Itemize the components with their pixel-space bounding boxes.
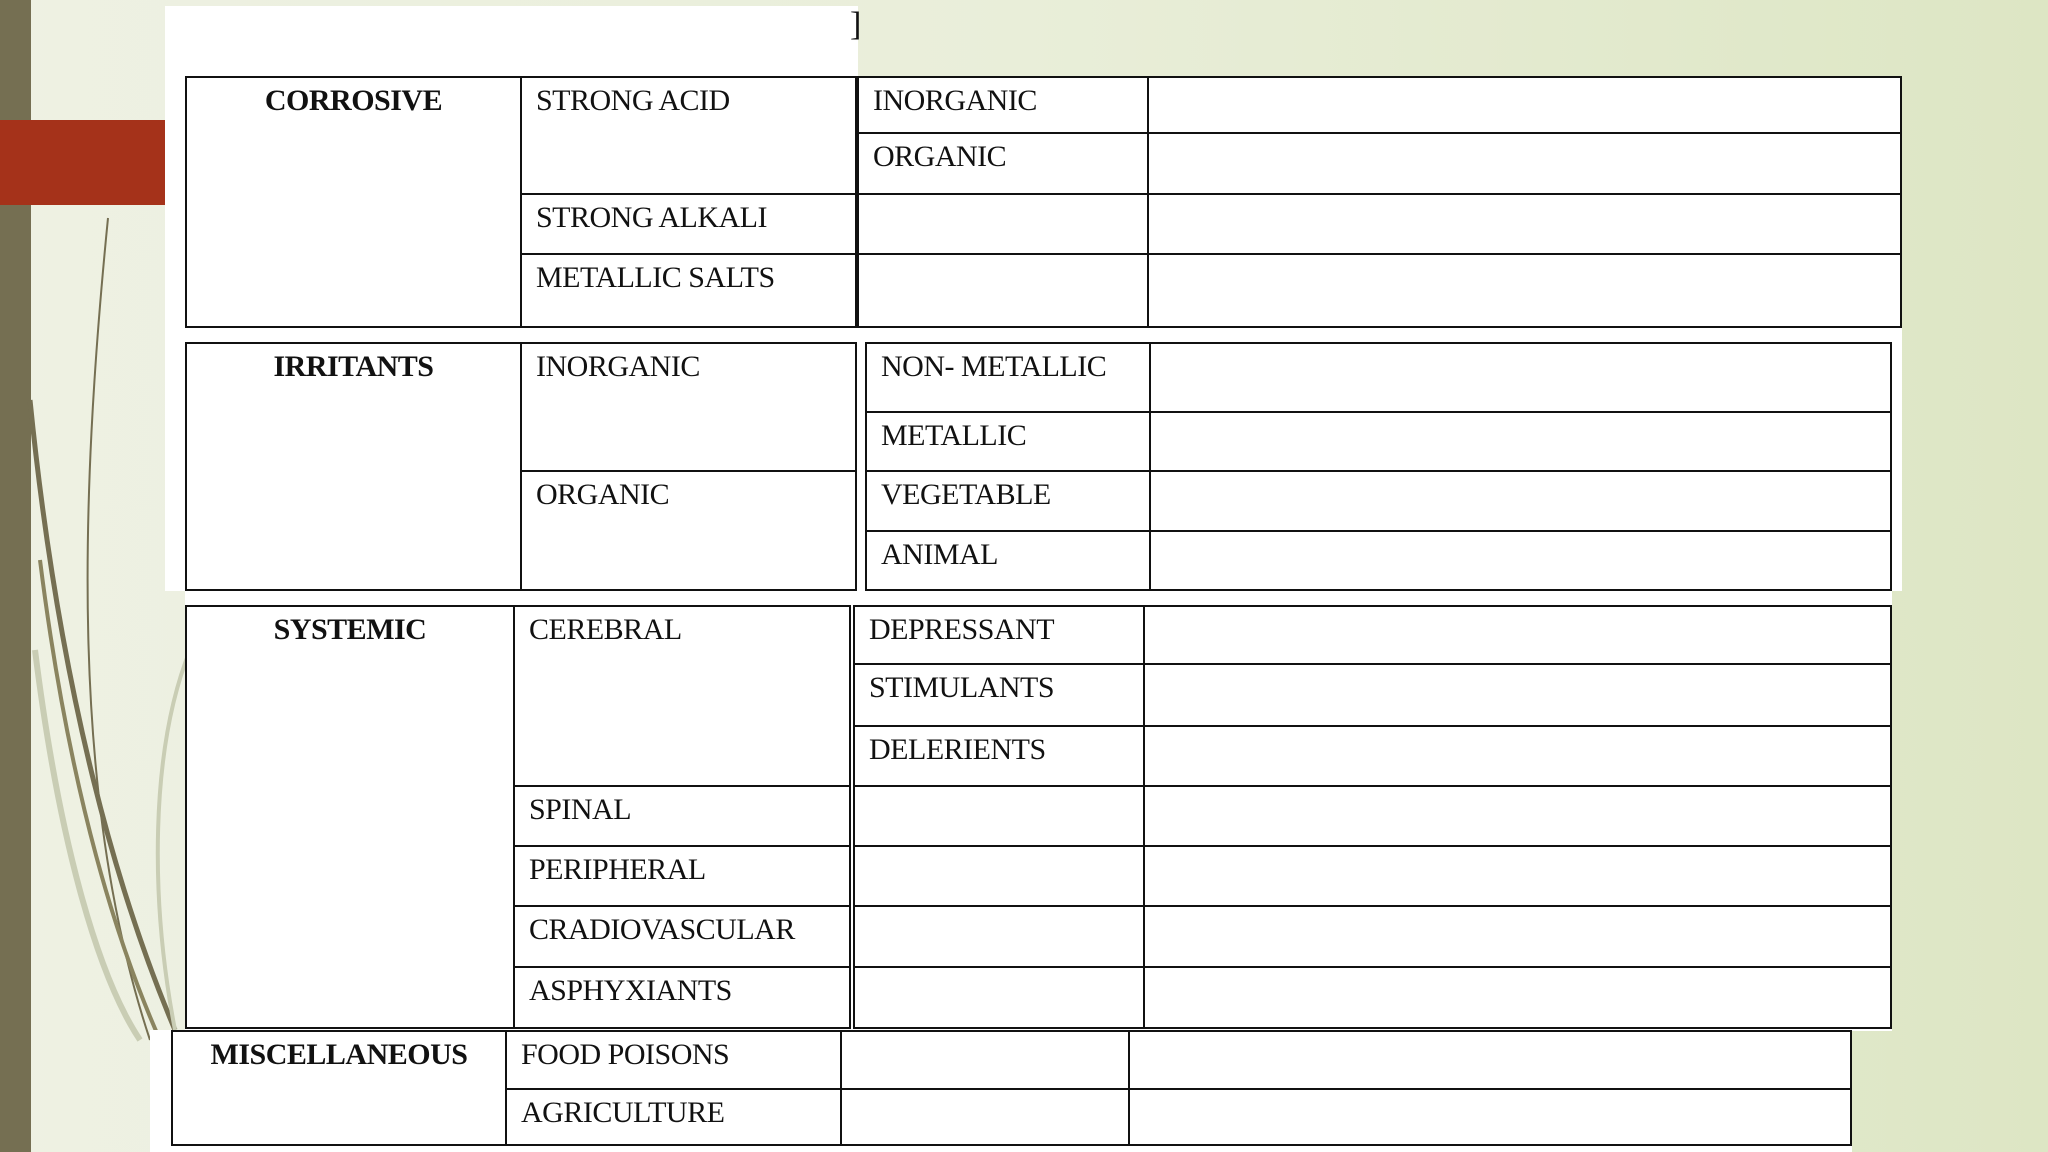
empty-cell: [1149, 470, 1892, 532]
category-miscellaneous: MISCELLANEOUS: [171, 1030, 507, 1146]
stray-bracket: ]: [850, 6, 862, 43]
category-corrosive: CORROSIVE: [185, 76, 522, 328]
empty-cell: [1147, 193, 1902, 255]
subtype-cell: ORGANIC: [520, 470, 857, 591]
subtype-cell: METALLIC SALTS: [520, 253, 857, 328]
type-cell: STIMULANTS: [853, 663, 1145, 727]
type-cell: DEPRESSANT: [853, 605, 1145, 665]
empty-cell: [1149, 411, 1892, 472]
empty-cell: [857, 193, 1149, 255]
subtype-cell: CRADIOVASCULAR: [513, 905, 851, 968]
empty-cell: [1147, 76, 1902, 134]
empty-cell: [1143, 966, 1892, 1029]
subtype-cell: AGRICULTURE: [505, 1088, 842, 1146]
paper-top: [165, 6, 858, 76]
type-cell: INORGANIC: [857, 76, 1149, 134]
subtype-cell: INORGANIC: [520, 342, 857, 472]
empty-cell: [1128, 1088, 1852, 1146]
subtype-cell: ASPHYXIANTS: [513, 966, 851, 1029]
empty-cell: [853, 905, 1145, 968]
subtype-cell: SPINAL: [513, 785, 851, 847]
subtype-cell: STRONG ACID: [520, 76, 857, 195]
empty-cell: [1143, 725, 1892, 787]
subtype-cell: FOOD POISONS: [505, 1030, 842, 1090]
empty-cell: [1147, 132, 1902, 195]
empty-cell: [1143, 605, 1892, 665]
category-irritants: IRRITANTS: [185, 342, 522, 591]
empty-cell: [840, 1088, 1130, 1146]
empty-cell: [1128, 1030, 1852, 1090]
empty-cell: [1147, 253, 1902, 328]
type-cell: NON- METALLIC: [865, 342, 1151, 413]
type-cell: DELERIENTS: [853, 725, 1145, 787]
empty-cell: [1143, 905, 1892, 968]
empty-cell: [1143, 785, 1892, 847]
type-cell: ORGANIC: [857, 132, 1149, 195]
type-cell: METALLIC: [865, 411, 1151, 472]
subtype-cell: CEREBRAL: [513, 605, 851, 787]
decorative-curves: [27, 217, 192, 1042]
empty-cell: [1143, 663, 1892, 727]
type-cell: VEGETABLE: [865, 470, 1151, 532]
empty-cell: [853, 966, 1145, 1029]
empty-cell: [1149, 342, 1892, 413]
subtype-cell: PERIPHERAL: [513, 845, 851, 907]
empty-cell: [840, 1030, 1130, 1090]
empty-cell: [857, 253, 1149, 328]
category-systemic: SYSTEMIC: [185, 605, 515, 1029]
type-cell: ANIMAL: [865, 530, 1151, 591]
empty-cell: [1143, 845, 1892, 907]
empty-cell: [1149, 530, 1892, 591]
empty-cell: [853, 845, 1145, 907]
subtype-cell: STRONG ALKALI: [520, 193, 857, 255]
empty-cell: [853, 785, 1145, 847]
accent-block: [0, 120, 165, 205]
